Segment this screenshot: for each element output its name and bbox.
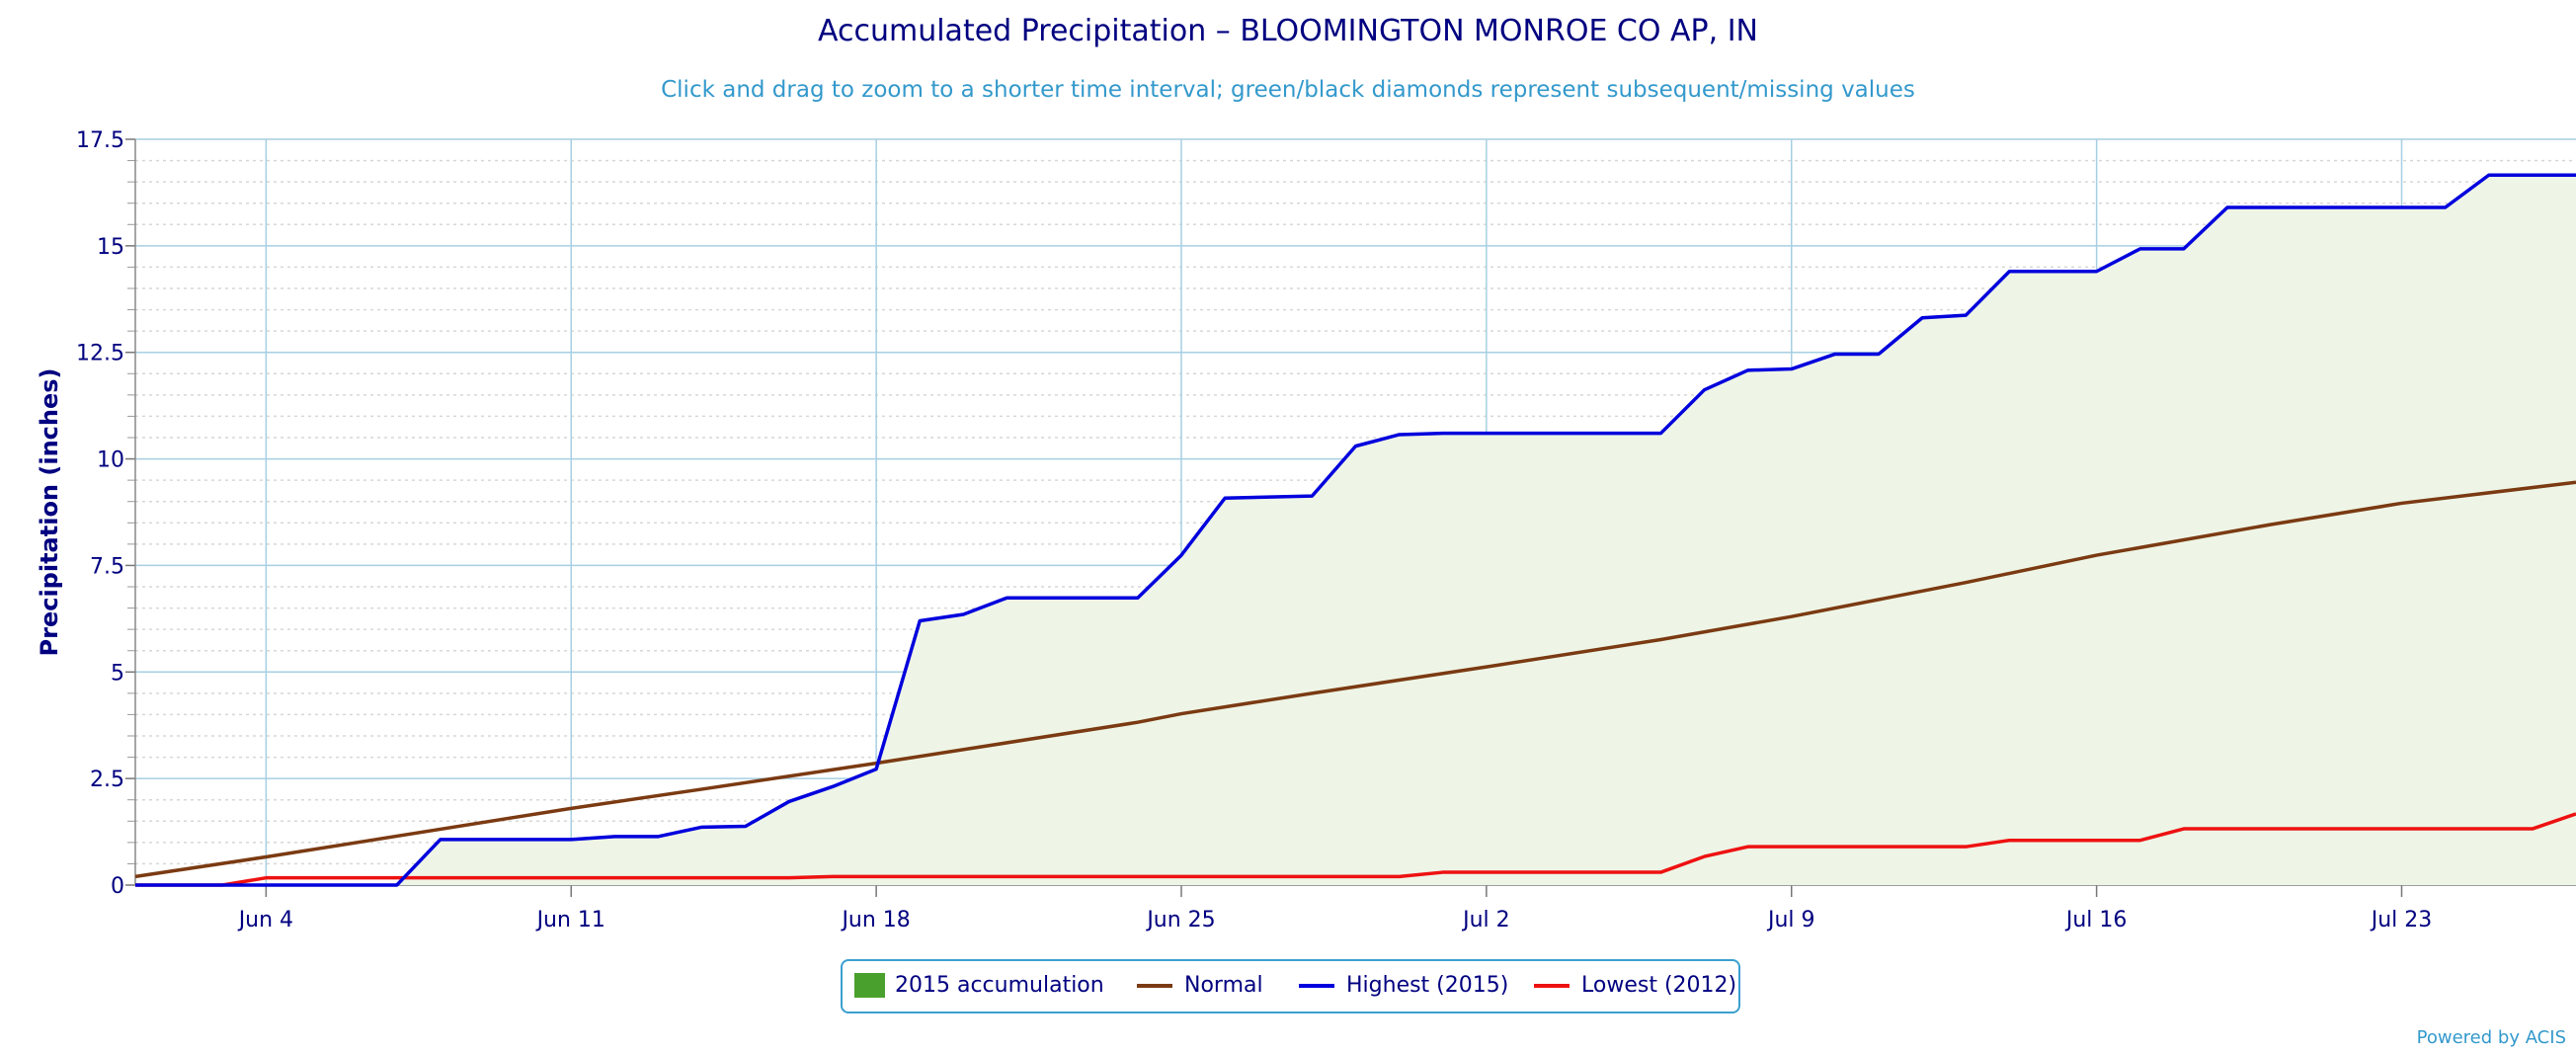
x-tick-label: Jun 18 [840, 908, 910, 932]
legend-item-lowest[interactable]: Lowest (2012) [1534, 973, 1736, 998]
powered-by-link[interactable]: Powered by ACIS [2416, 1027, 2566, 1048]
y-tick-label: 2.5 [90, 768, 124, 792]
y-tick-label: 5 [111, 661, 124, 686]
y-tick-label: 0 [111, 874, 124, 899]
y-tick-label: 12.5 [76, 342, 124, 366]
y-axis-title: Precipitation (inches) [36, 368, 63, 657]
legend-label: Highest (2015) [1346, 973, 1509, 998]
legend-label: Lowest (2012) [1581, 973, 1737, 998]
legend-item-highest[interactable]: Highest (2015) [1299, 973, 1508, 998]
chart-legend: 2015 accumulation Normal Highest (2015) … [841, 959, 1740, 1013]
x-tick-label: Jul 2 [1461, 908, 1510, 932]
chart-title: Accumulated Precipitation – BLOOMINGTON … [817, 14, 1759, 48]
x-tick-label: Jun 25 [1145, 908, 1215, 932]
y-tick-label: 15 [97, 235, 124, 260]
x-tick-label: Jul 23 [2370, 908, 2433, 932]
x-tick-label: Jun 11 [535, 908, 605, 932]
legend-item-normal[interactable]: Normal [1137, 973, 1263, 998]
series-line-highest [135, 173, 2576, 887]
series-area-2015-accumulation [135, 175, 2576, 886]
y-tick-label: 17.5 [76, 128, 124, 153]
x-tick-label: Jun 4 [237, 908, 293, 932]
series-line-normal [134, 480, 2576, 879]
legend-item-2015-accumulation[interactable]: 2015 accumulation [854, 973, 1104, 998]
chart-plot[interactable]: 0 2.5 5 7.5 10 12.5 15 17.5 Jun 4 Jun 11 Jun 18 Jun… [0, 0, 2576, 948]
series-line-lowest [135, 812, 2576, 887]
x-tick-label: Jul 16 [2064, 908, 2128, 932]
legend-label: Normal [1184, 973, 1263, 998]
lowest-line-icon [1534, 983, 1570, 988]
y-tick-label: 10 [97, 448, 124, 473]
highest-line-icon [1299, 983, 1334, 988]
chart-subtitle: Click and drag to zoom to a shorter time… [661, 77, 1915, 103]
legend-label: 2015 accumulation [895, 973, 1104, 998]
y-tick-label: 7.5 [90, 554, 124, 579]
x-tick-label: Jul 9 [1766, 908, 1815, 932]
accumulation-swatch-icon [854, 973, 885, 998]
normal-line-icon [1137, 983, 1172, 988]
